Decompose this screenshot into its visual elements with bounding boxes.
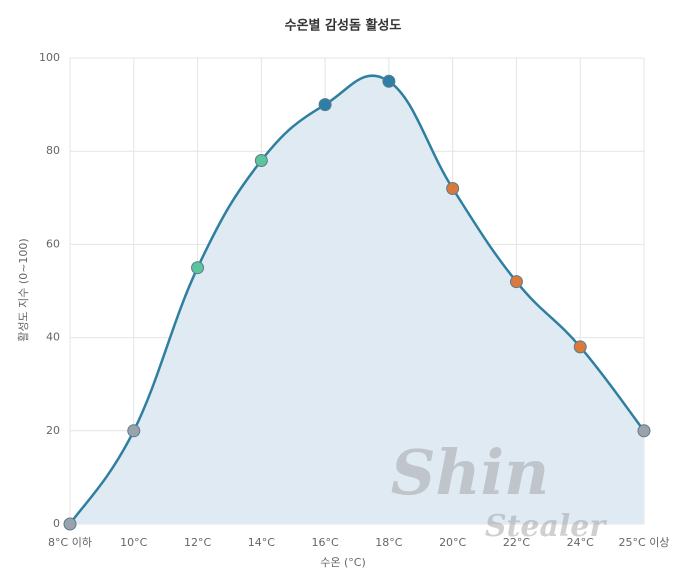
y-tick-label: 60 (46, 237, 60, 250)
y-axis-title: 활성도 지수 (0~100) (16, 238, 30, 341)
data-point (127, 424, 141, 438)
x-tick-label: 10°C (120, 536, 147, 549)
x-tick-label: 20°C (439, 536, 466, 549)
data-point (382, 74, 396, 88)
watermark-text: Shin (391, 436, 549, 509)
x-tick-label: 25°C 이상 (619, 536, 670, 549)
plot-area: 0 20 40 60 80 100 8°C 이하 10°C 12°C 14°C 16°C 18°C 20… (39, 51, 669, 549)
y-tick-label: 0 (53, 517, 60, 530)
x-tick-label: 14°C (248, 536, 275, 549)
data-point (509, 275, 523, 289)
data-point (318, 98, 332, 112)
x-tick-label: 22°C (503, 536, 530, 549)
y-tick-label: 80 (46, 144, 60, 157)
x-tick-label: 8°C 이하 (48, 535, 92, 549)
x-tick-label: 16°C (312, 536, 339, 549)
x-tick-label: 24°C (567, 536, 594, 549)
data-point (254, 154, 268, 168)
area (70, 75, 644, 524)
data-point (637, 424, 651, 438)
data-point (63, 517, 77, 531)
y-tick-label: 20 (46, 424, 60, 437)
x-axis-title: 수온 (°C) (320, 556, 366, 569)
watermark: Shin Stealer (391, 436, 608, 544)
data-point (191, 261, 205, 275)
line (68, 74, 645, 525)
x-tick-label: 18°C (375, 536, 402, 549)
data-point (446, 181, 460, 195)
y-tick-label: 100 (39, 51, 60, 64)
data-point (573, 340, 587, 354)
x-tick-label: 12°C (184, 536, 211, 549)
y-tick-label: 40 (46, 331, 60, 344)
watermark-text: Stealer (485, 509, 608, 544)
chart-title: 수온별 감성돔 활성도 (285, 18, 402, 34)
